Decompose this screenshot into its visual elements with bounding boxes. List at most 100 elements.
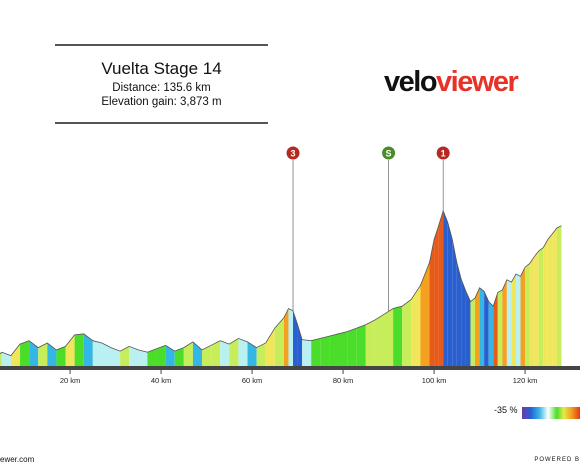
x-tick-label: 100 km bbox=[422, 376, 447, 385]
profile-segment bbox=[238, 338, 248, 366]
x-tick-label: 60 km bbox=[242, 376, 262, 385]
profile-segment bbox=[29, 340, 39, 366]
stage-title-box: Vuelta Stage 14 Distance: 135.6 km Eleva… bbox=[55, 44, 268, 124]
profile-segment bbox=[438, 210, 444, 366]
climb-marker-label: 3 bbox=[291, 149, 296, 159]
footer-site-url: ewer.com bbox=[0, 455, 35, 464]
profile-segment bbox=[374, 314, 385, 366]
logo-velo-text: velo bbox=[384, 66, 438, 98]
profile-segment bbox=[356, 324, 366, 366]
profile-segment bbox=[174, 347, 184, 366]
profile-segment bbox=[211, 340, 221, 366]
profile-segment bbox=[520, 267, 526, 366]
gradient-legend-bar bbox=[522, 407, 580, 419]
logo-viewer-text: viewer bbox=[436, 66, 519, 98]
profile-outline bbox=[0, 209, 562, 357]
profile-segment bbox=[547, 233, 553, 366]
profile-segment bbox=[1, 352, 11, 366]
profile-segment bbox=[329, 333, 339, 366]
profile-segment bbox=[138, 349, 148, 366]
profile-segment bbox=[47, 343, 57, 366]
profile-segment bbox=[484, 291, 489, 366]
profile-segment bbox=[293, 310, 298, 366]
profile-segment bbox=[297, 324, 303, 366]
profile-segment bbox=[101, 343, 112, 366]
profile-segment bbox=[488, 301, 494, 366]
profile-segment bbox=[493, 292, 498, 366]
profile-segment bbox=[338, 331, 348, 366]
profile-segment bbox=[447, 222, 453, 366]
climb-marker-label: 1 bbox=[441, 149, 446, 159]
profile-segment bbox=[365, 320, 375, 366]
profile-segment bbox=[120, 346, 130, 366]
profile-segment bbox=[506, 279, 512, 366]
profile-segment bbox=[56, 346, 66, 366]
x-tick-label: 40 km bbox=[151, 376, 171, 385]
profile-segment bbox=[347, 328, 357, 366]
profile-segment bbox=[74, 333, 84, 366]
profile-segment bbox=[183, 341, 193, 366]
profile-segment bbox=[475, 287, 480, 366]
profile-segment bbox=[393, 306, 403, 366]
stage-distance: Distance: 135.6 km bbox=[112, 82, 211, 94]
profile-baseline bbox=[0, 366, 580, 370]
profile-segment bbox=[274, 317, 284, 366]
profile-segment bbox=[470, 298, 476, 366]
profile-segment bbox=[220, 340, 230, 366]
profile-segment bbox=[283, 308, 289, 366]
profile-segment bbox=[556, 225, 562, 366]
profile-segment bbox=[429, 239, 435, 366]
profile-segment bbox=[534, 251, 539, 366]
profile-segment bbox=[543, 239, 548, 366]
profile-segment bbox=[311, 338, 321, 366]
profile-segment bbox=[465, 291, 471, 366]
profile-segment bbox=[479, 287, 485, 366]
profile-segment bbox=[229, 338, 239, 366]
profile-segment bbox=[456, 262, 462, 366]
profile-segment bbox=[20, 340, 30, 366]
profile-segment bbox=[0, 352, 2, 366]
profile-segment bbox=[265, 328, 275, 366]
profile-segment bbox=[165, 345, 175, 366]
profile-segment bbox=[452, 239, 457, 366]
x-tick-label: 80 km bbox=[333, 376, 353, 385]
gradient-legend-label: -35 % bbox=[494, 405, 518, 415]
profile-segment bbox=[320, 336, 330, 366]
profile-segment bbox=[411, 285, 421, 366]
profile-segment bbox=[302, 339, 312, 366]
veloviewer-logo: veloviewer bbox=[384, 66, 519, 99]
profile-segment bbox=[65, 334, 75, 366]
profile-segment bbox=[511, 274, 516, 366]
profile-segment bbox=[147, 348, 157, 366]
profile-segment bbox=[10, 344, 21, 366]
profile-segment bbox=[129, 346, 139, 366]
climb-marker-icon bbox=[286, 146, 300, 160]
climb-marker-label: S bbox=[386, 149, 392, 159]
profile-segment bbox=[525, 263, 530, 366]
x-tick-label: 20 km bbox=[60, 376, 80, 385]
profile-segment bbox=[38, 343, 48, 366]
profile-segment bbox=[552, 228, 557, 366]
profile-segment bbox=[384, 308, 394, 366]
profile-segment bbox=[202, 345, 212, 366]
profile-segment bbox=[156, 345, 166, 366]
profile-segment bbox=[538, 247, 544, 366]
profile-segment bbox=[92, 340, 102, 366]
stage-title: Vuelta Stage 14 bbox=[101, 59, 222, 78]
stage-elevation-gain: Elevation gain: 3,873 m bbox=[101, 96, 222, 108]
profile-segment bbox=[515, 274, 521, 366]
profile-segment bbox=[288, 308, 294, 366]
profile-segment bbox=[497, 290, 503, 366]
profile-segment bbox=[420, 262, 430, 366]
profile-segment bbox=[402, 299, 412, 366]
profile-segment bbox=[529, 256, 535, 366]
x-tick-label: 120 km bbox=[513, 376, 538, 385]
profile-segment bbox=[83, 333, 93, 366]
climb-marker-icon bbox=[382, 146, 396, 160]
profile-segment bbox=[247, 341, 257, 366]
profile-segment bbox=[434, 225, 439, 366]
footer-powered-by: POWERED B bbox=[534, 457, 580, 463]
profile-segment bbox=[461, 279, 466, 366]
profile-segment bbox=[111, 347, 121, 366]
